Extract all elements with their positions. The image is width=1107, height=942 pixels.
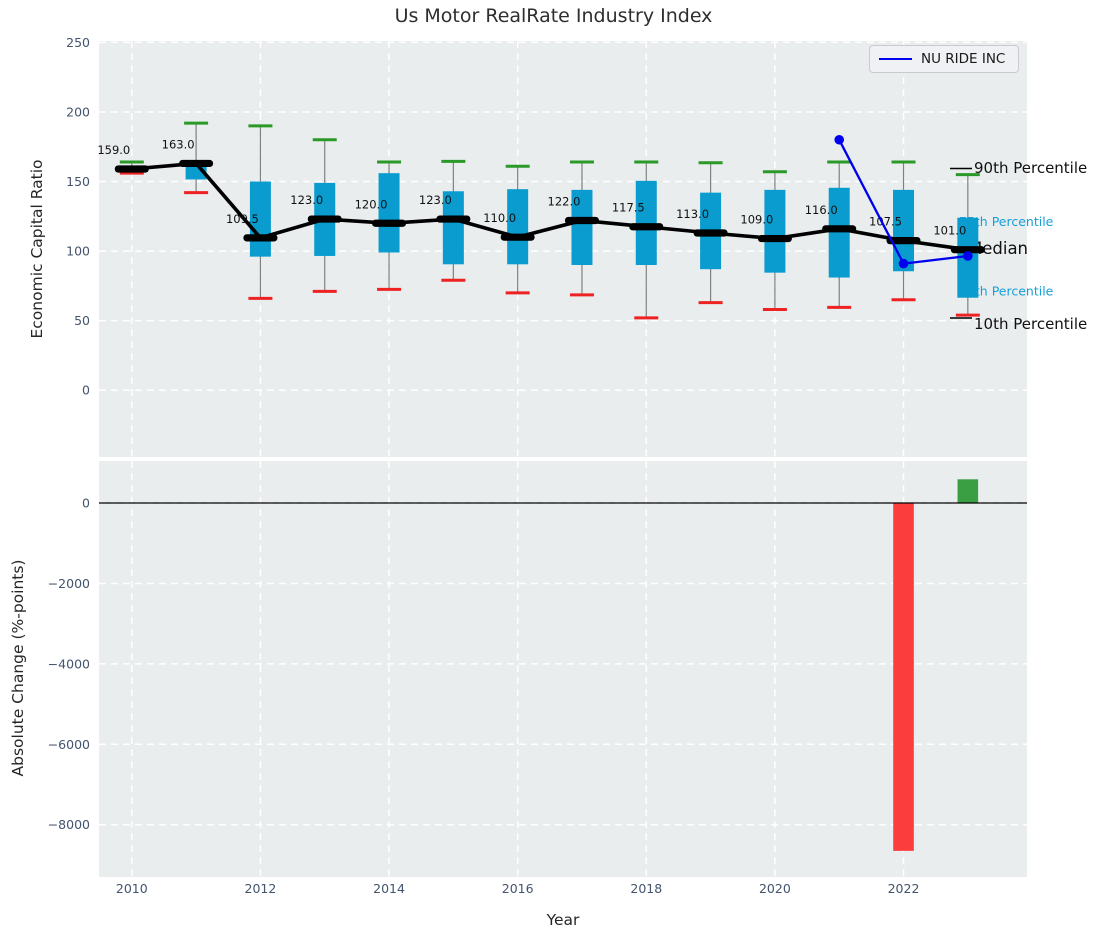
median-marker	[114, 165, 149, 173]
legend-label: NU RIDE INC	[921, 51, 1006, 67]
y-tick-label-top: 0	[82, 383, 90, 398]
x-tick-label: 2018	[630, 881, 662, 896]
median-marker	[243, 234, 278, 242]
median-value-label: 123.0	[419, 193, 452, 207]
change-bar-negative	[893, 503, 914, 851]
median-marker	[436, 215, 471, 223]
median-marker	[822, 225, 857, 233]
y-tick-label-top: 250	[66, 35, 90, 50]
y-tick-label-bottom: −2000	[48, 576, 90, 591]
annotation-25th-percentile: 25th Percentile	[959, 284, 1054, 299]
bottom-plot-background	[99, 461, 1027, 877]
annotation-75th-percentile: 75th Percentile	[959, 214, 1054, 229]
median-marker	[372, 219, 407, 227]
median-marker	[307, 215, 342, 223]
median-value-label: 110.0	[483, 211, 516, 225]
annotation-median: Median	[968, 239, 1028, 258]
top-plot-background	[99, 41, 1027, 457]
percentile-box	[442, 191, 464, 265]
median-marker	[179, 159, 214, 168]
nu-ride-marker	[898, 258, 909, 269]
median-value-label: 120.0	[355, 197, 388, 211]
annotation-10th-percentile: 10th Percentile	[974, 315, 1087, 333]
legend: NU RIDE INC	[869, 45, 1019, 73]
median-marker	[757, 234, 792, 243]
x-tick-label: 2020	[759, 881, 791, 896]
x-axis-label: Year	[546, 911, 580, 929]
percentile-box	[828, 187, 850, 278]
y-tick-label-top: 50	[74, 313, 90, 328]
y-tick-label-bottom: −8000	[48, 817, 90, 832]
median-value-label: 113.0	[676, 207, 709, 221]
nu-ride-marker	[963, 251, 973, 261]
percentile-box	[571, 189, 593, 265]
median-marker	[693, 229, 728, 237]
change-bar-positive	[957, 479, 979, 504]
y-tick-label-bottom: −4000	[48, 656, 90, 671]
median-value-label: 163.0	[162, 137, 195, 151]
x-tick-label: 2014	[373, 881, 405, 896]
median-value-label: 159.0	[97, 143, 130, 157]
chart-title: Us Motor RealRate Industry Index	[394, 5, 713, 27]
y-tick-label-top: 150	[66, 174, 90, 189]
y-tick-label-bottom: −6000	[48, 737, 90, 752]
x-tick-label: 2016	[502, 881, 534, 896]
median-value-label: 109.5	[226, 212, 259, 226]
median-value-label: 123.0	[290, 193, 323, 207]
percentile-box	[635, 180, 657, 265]
median-value-label: 107.5	[869, 215, 902, 229]
median-marker	[564, 216, 599, 225]
y-axis-label-top: Economic Capital Ratio	[28, 159, 46, 339]
y-tick-label-top: 200	[66, 104, 90, 119]
y-axis-label-bottom: Absolute Change (%-points)	[9, 559, 27, 777]
annotation-90th-percentile: 90th Percentile	[974, 159, 1087, 177]
median-value-label: 109.0	[740, 213, 773, 227]
median-marker	[629, 223, 664, 231]
median-value-label: 122.0	[548, 194, 581, 208]
y-tick-label-bottom: 0	[82, 496, 90, 511]
median-marker	[886, 237, 921, 245]
median-marker	[950, 246, 985, 254]
x-tick-label: 2022	[888, 881, 920, 896]
median-value-label: 117.5	[612, 201, 645, 215]
percentile-box	[764, 189, 786, 273]
median-value-label: 116.0	[805, 203, 838, 217]
legend-line-swatch	[879, 58, 912, 60]
x-tick-label: 2012	[245, 881, 277, 896]
median-marker	[500, 233, 535, 241]
nu-ride-marker	[834, 134, 845, 145]
y-tick-label-top: 100	[66, 244, 90, 259]
percentile-box	[893, 189, 915, 272]
median-value-label: 101.0	[933, 224, 966, 238]
percentile-box	[378, 173, 400, 253]
percentile-box	[507, 189, 529, 265]
x-tick-label: 2010	[116, 881, 148, 896]
